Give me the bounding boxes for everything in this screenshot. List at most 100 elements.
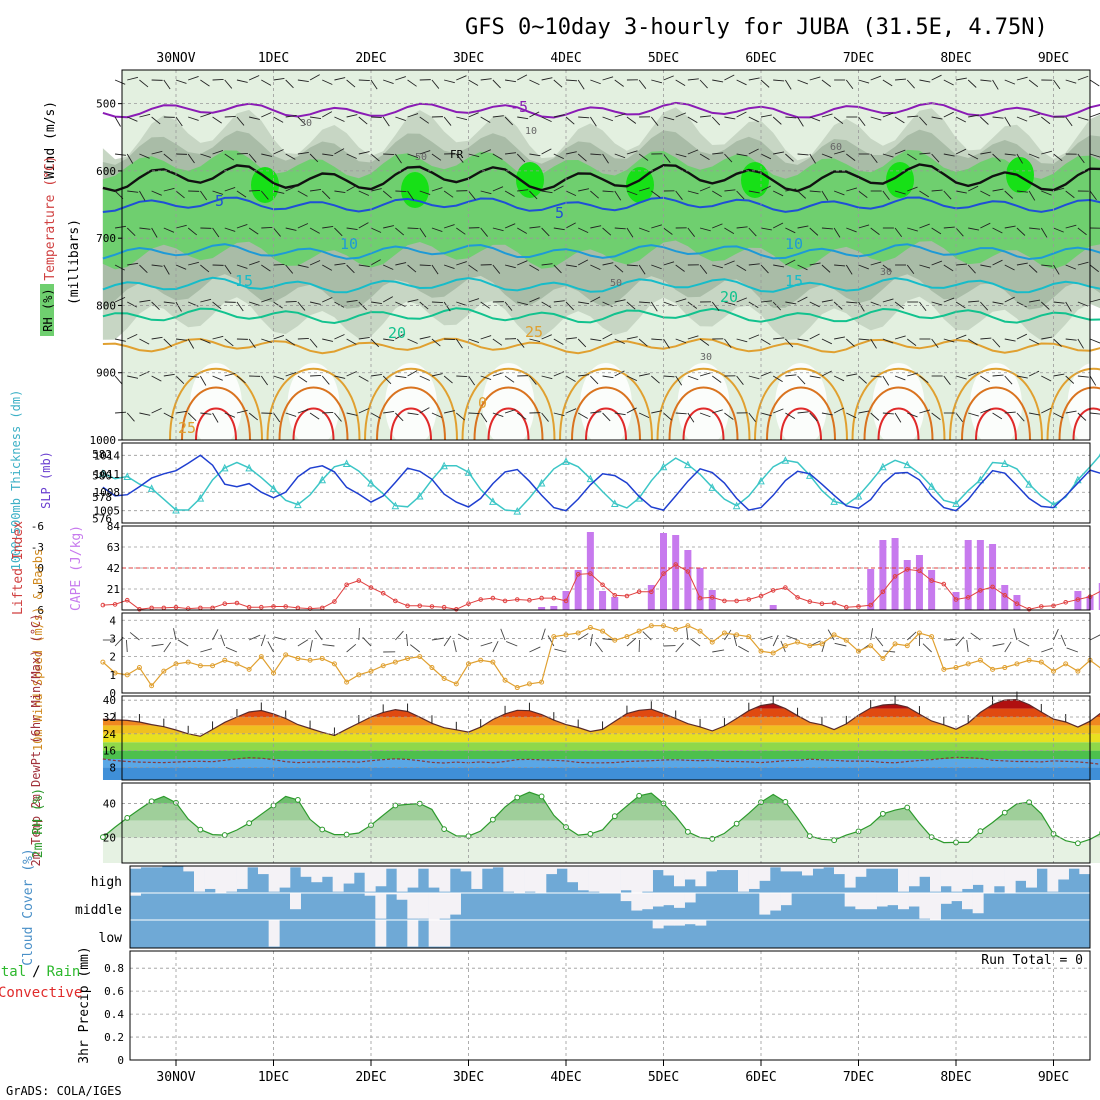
cloud-cell-low: [428, 920, 440, 947]
surface-wind-barb: [410, 644, 421, 653]
upper-wind-barb: [980, 301, 989, 311]
upper-wind-barb: [358, 222, 369, 229]
upper-wind-barb: [114, 116, 121, 127]
cloud-cell-low: [652, 920, 664, 929]
surface-temp-lobe: [169, 367, 263, 441]
thickness-marker: [220, 463, 229, 472]
upper-wind-barb: [322, 338, 334, 342]
upper-wind-barb: [675, 190, 683, 200]
rh-band-70: [102, 149, 1100, 270]
thickness-marker: [391, 501, 400, 510]
temp-contour-label: 20: [388, 324, 406, 342]
wind-speed-marker: [746, 634, 752, 640]
rh-dry-pocket: [677, 363, 730, 447]
lifted-index-marker: [112, 602, 118, 607]
upper-wind-barb: [443, 375, 453, 384]
upper-wind-barb: [529, 297, 540, 303]
upper-wind-barb: [310, 374, 322, 377]
cloud-cell-high: [1015, 866, 1027, 881]
upper-wind-barb: [224, 338, 234, 347]
upper-wind-barb: [468, 375, 476, 386]
upper-wind-barb: [431, 338, 441, 347]
upper-wind-barb: [175, 301, 182, 312]
thickness-axis-label: 1000-500mb Thickness (dm): [9, 390, 23, 571]
upper-wind-barb: [395, 76, 406, 81]
thickness-marker: [147, 484, 156, 492]
upper-wind-barb: [760, 338, 771, 346]
cape-bar: [550, 606, 558, 610]
surface-temp-lobe: [195, 407, 237, 441]
thickness-marker: [927, 482, 936, 490]
upper-wind-barb: [541, 148, 552, 155]
upper-wind-barb: [249, 189, 261, 192]
temp2m-axis-label: 2m Temp 2m DewPt (6hr Min/Max) (°C): [29, 614, 43, 867]
temperature-axis-label: Temperature (°C): [43, 155, 58, 280]
wind-speed-marker: [405, 655, 411, 661]
lifted-index-marker: [563, 598, 569, 604]
upper-wind-barb: [407, 412, 419, 415]
upper-wind-barb: [1041, 407, 1052, 414]
cape-bar: [672, 535, 680, 610]
cloud-cell-high: [130, 866, 141, 869]
upper-wind-barb: [931, 153, 940, 163]
temp-contour-label: 10: [340, 235, 358, 253]
upper-wind-barb: [1029, 227, 1041, 230]
upper-wind-barb: [212, 116, 222, 124]
upper-wind-barb: [845, 79, 854, 90]
upper-wind-barb: [1090, 412, 1100, 415]
upper-wind-barb: [943, 190, 952, 200]
wind-speed-axis-label: 10m Wind Speed (m/s) & Barbs: [31, 549, 45, 751]
cloud-cell-high: [290, 866, 301, 868]
upper-wind-barb: [529, 226, 541, 229]
rh2m-marker: [636, 792, 643, 799]
upper-wind-barb: [395, 301, 406, 307]
precip-frame: [129, 950, 1091, 1061]
upper-wind-barb: [358, 301, 367, 311]
upper-wind-barb: [163, 264, 170, 275]
cape-bar: [708, 590, 716, 610]
lifted-index-marker: [283, 604, 288, 609]
upper-wind-barb: [480, 301, 490, 309]
upper-wind-barb: [322, 79, 333, 85]
cape-bar: [928, 570, 936, 610]
upper-wind-barb: [224, 227, 236, 232]
upper-wind-barb: [870, 153, 878, 164]
wind-speed-marker: [782, 643, 788, 649]
upper-wind-barb: [541, 116, 552, 123]
wind-speed-marker: [490, 659, 496, 665]
wind-speed-marker: [843, 637, 849, 643]
upper-frame: [121, 69, 1091, 441]
surface-wind-barb: [200, 648, 213, 653]
cape-bar: [586, 532, 594, 610]
wind-speed-marker: [502, 677, 508, 683]
upper-wind-barb: [175, 264, 187, 270]
li-tick-label: 3: [37, 583, 44, 596]
surface-temp-lobe: [851, 367, 946, 441]
upper-wind-barb: [151, 150, 163, 155]
cloud-cell-high: [812, 866, 824, 869]
bottom-date-label: 3DEC: [453, 1070, 484, 1085]
cape-bar: [696, 568, 704, 610]
upper-wind-barb: [468, 338, 480, 344]
upper-wind-barb: [139, 338, 150, 345]
upper-wind-barb: [992, 227, 1003, 234]
upper-wind-barb: [638, 264, 646, 275]
surface-wind-barb: [309, 640, 313, 653]
upper-wind-barb: [943, 153, 955, 157]
wind-speed-marker: [1038, 659, 1044, 665]
rh2m-tick-label: 40: [103, 797, 116, 810]
cape-bar: [879, 540, 887, 610]
upper-wind-barb: [370, 338, 380, 348]
rh2m-marker: [441, 826, 448, 833]
upper-wind-barb: [785, 188, 797, 192]
upper-wind-barb: [1041, 150, 1053, 155]
cloud-cell-high: [204, 866, 216, 889]
upper-wind-barb: [200, 79, 210, 87]
cloud-cell-high: [983, 866, 995, 893]
cloud-cell-high: [620, 866, 632, 891]
upper-wind-barb: [809, 375, 821, 379]
upper-wind-barb: [1004, 338, 1016, 342]
temp-contour-label: 15: [235, 272, 253, 290]
upper-wind-barb: [529, 153, 541, 157]
surface-temp-lobe: [473, 386, 544, 441]
